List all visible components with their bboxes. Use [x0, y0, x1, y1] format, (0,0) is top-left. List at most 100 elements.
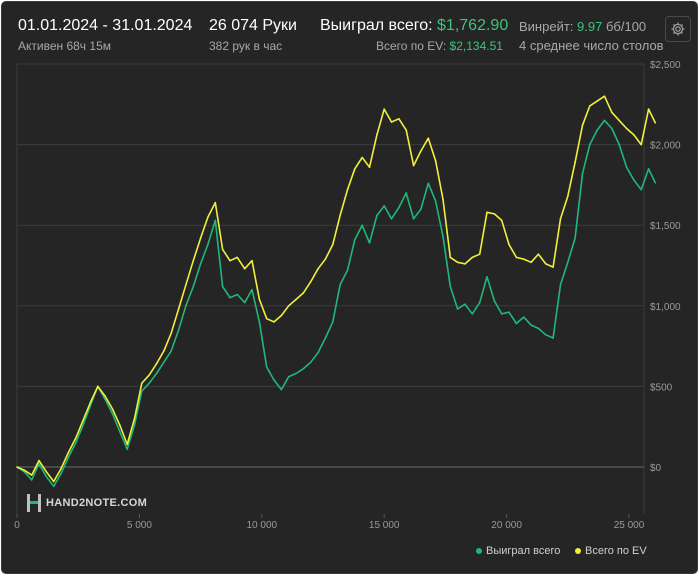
point-ev: [552, 266, 554, 268]
point-won: [478, 301, 481, 304]
point-ev: [258, 298, 261, 301]
winrate: Винрейт: 9.97 бб/100: [519, 19, 646, 34]
point-won: [581, 172, 584, 175]
point-ev: [654, 122, 657, 124]
point-ev: [16, 466, 18, 468]
point-ev: [155, 363, 158, 365]
x-tick-label: 15 000: [369, 520, 400, 531]
point-won: [141, 390, 143, 393]
x-tick-label: 5 000: [127, 520, 152, 531]
point-won: [30, 479, 33, 481]
point-ev: [280, 314, 283, 317]
point-ev: [82, 419, 84, 422]
point-won: [163, 361, 165, 364]
point-ev: [214, 201, 217, 204]
legend-item-ev[interactable]: Всего по EV: [575, 545, 647, 557]
hands-per-hour: 382 рук в час: [209, 39, 283, 53]
point-won: [611, 127, 613, 130]
point-won: [133, 424, 136, 426]
date-range[interactable]: 01.01.2024 - 31.01.2024: [18, 17, 193, 34]
point-won: [111, 413, 114, 415]
hands-count: 26 074 Руки: [209, 17, 297, 34]
chart-labels: $0 $500 $1,000 $1,500 $2,000 $2,500 0 5 000 10 0…: [14, 60, 681, 531]
point-ev: [23, 469, 26, 472]
point-won: [295, 372, 297, 375]
y-tick-label: $2,500: [650, 60, 681, 71]
won-total: Выиграл всего: $1,762.90: [320, 17, 508, 35]
point-ev: [96, 385, 99, 388]
point-ev: [434, 159, 437, 162]
legend-item-won[interactable]: Выиграл всего: [476, 545, 560, 557]
point-won: [177, 329, 180, 331]
point-ev: [346, 188, 349, 191]
point-won: [126, 448, 128, 451]
point-won: [515, 322, 518, 325]
point-won: [500, 313, 503, 315]
point-ev: [74, 437, 77, 439]
point-ev: [331, 243, 334, 246]
point-ev: [354, 167, 356, 170]
point-ev: [640, 143, 643, 146]
chart-grid: [16, 63, 645, 518]
point-ev: [207, 216, 209, 218]
point-ev: [361, 156, 363, 159]
point-won: [633, 179, 635, 181]
point-won: [280, 388, 283, 391]
point-won: [412, 217, 415, 220]
point-ev: [199, 237, 202, 239]
winrate-label: Винрейт:: [519, 19, 574, 34]
point-ev: [647, 108, 650, 110]
series-line-ev: [16, 95, 657, 483]
y-tick-label: $2,000: [650, 141, 681, 152]
point-ev: [464, 263, 466, 265]
point-ev: [265, 317, 268, 320]
point-ev: [589, 105, 591, 107]
point-won: [486, 275, 488, 278]
point-won: [405, 192, 408, 194]
point-ev: [486, 211, 488, 214]
point-won: [544, 334, 547, 336]
point-ev: [574, 161, 576, 164]
point-ev: [67, 451, 70, 454]
point-ev: [236, 256, 239, 259]
x-tick-label: 0: [14, 520, 20, 531]
point-ev: [537, 253, 540, 256]
point-ev: [368, 166, 371, 168]
point-won: [522, 316, 525, 318]
point-ev: [221, 248, 224, 251]
point-ev: [251, 259, 253, 262]
point-ev: [52, 480, 55, 483]
point-won: [243, 301, 246, 304]
hand2note-logo-icon: [27, 494, 41, 512]
point-ev: [427, 137, 430, 139]
point-ev: [581, 124, 584, 127]
point-won: [199, 263, 202, 265]
point-ev: [398, 118, 400, 120]
point-ev: [456, 261, 459, 264]
point-ev: [596, 100, 598, 102]
point-ev: [339, 214, 341, 217]
point-ev: [324, 258, 327, 260]
point-ev: [449, 256, 452, 259]
x-tick-label: 25 000: [614, 520, 645, 531]
point-won: [155, 372, 158, 375]
point-won: [596, 129, 598, 131]
active-time: Активен 68ч 15м: [18, 39, 111, 53]
point-ev: [618, 119, 621, 122]
winrate-value: 9.97: [577, 19, 603, 34]
point-ev: [500, 219, 503, 222]
point-won: [45, 475, 48, 478]
point-ev: [493, 213, 496, 215]
point-ev: [243, 267, 246, 270]
won-total-value: $1,762.90: [437, 17, 509, 34]
won-total-label: Выиграл всего:: [320, 17, 433, 34]
y-tick-label: $0: [650, 463, 662, 474]
settings-button[interactable]: [665, 16, 691, 42]
point-ev: [30, 474, 33, 476]
point-won: [258, 321, 261, 323]
point-won: [625, 166, 628, 168]
point-ev: [625, 127, 628, 130]
point-won: [354, 238, 356, 241]
legend-label-ev: Всего по EV: [585, 545, 647, 557]
